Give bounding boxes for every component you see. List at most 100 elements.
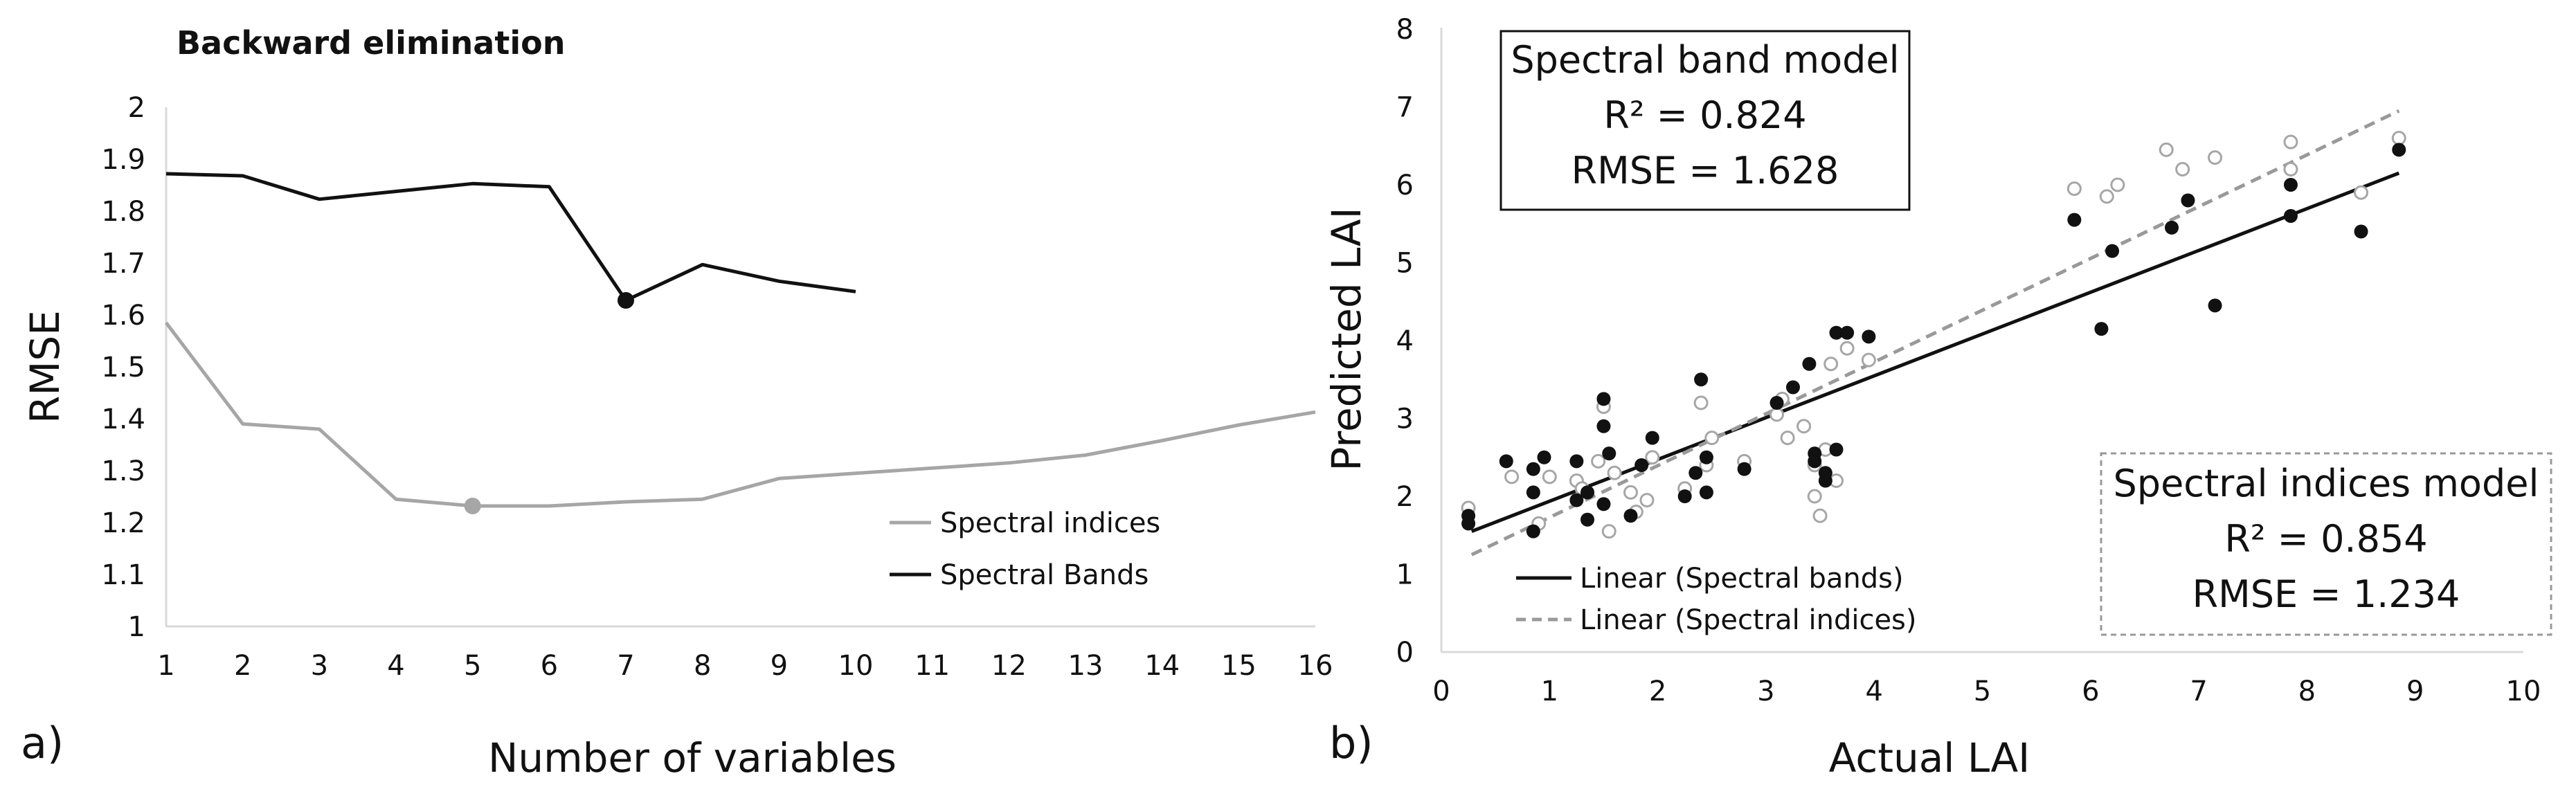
point-spectral-indices xyxy=(2099,189,2114,204)
point-spectral-bands xyxy=(1580,512,1595,527)
legend-label-linear-indices: Linear (Spectral indices) xyxy=(1580,604,1917,636)
panel-b-points xyxy=(1461,131,2406,539)
point-spectral-indices xyxy=(1812,508,1828,523)
legend-label-spectral-bands: Spectral Bands xyxy=(940,559,1149,591)
panel-a-y-tick-label: 1.8 xyxy=(101,196,145,228)
panel-b-y-ticks: 0 1 2 3 4 5 6 7 8 xyxy=(1396,14,1414,669)
panel-b-label: b) xyxy=(1329,718,1373,768)
panel-a-x-tick-label: 5 xyxy=(464,650,481,682)
point-spectral-bands xyxy=(1862,329,1876,344)
fit-line-spectral-indices xyxy=(1470,109,2400,557)
point-spectral-bands xyxy=(1537,450,1551,464)
point-spectral-bands xyxy=(1829,442,1844,457)
band-model-box-border xyxy=(1499,30,1911,211)
series-line-spectral-indices xyxy=(165,321,1316,508)
panel-b-y-tick-label: 3 xyxy=(1396,404,1414,435)
point-spectral-indices xyxy=(1823,356,1839,372)
panel-b-x-tick-label: 4 xyxy=(1865,676,1882,707)
panel-b-x-tick-label: 8 xyxy=(2298,676,2316,707)
point-spectral-bands xyxy=(2181,193,2195,208)
point-spectral-bands xyxy=(1526,524,1540,539)
point-spectral-bands xyxy=(1677,489,1692,503)
panel-a-label: a) xyxy=(21,718,64,768)
panel-b-y-tick-label: 7 xyxy=(1396,92,1414,124)
point-spectral-bands xyxy=(1569,454,1584,469)
panel-a-x-tick-label: 12 xyxy=(991,650,1027,682)
panel-a-x-label: Number of variables xyxy=(488,734,897,781)
point-spectral-indices xyxy=(1601,524,1616,539)
point-spectral-indices xyxy=(2159,142,2174,157)
point-spectral-bands xyxy=(1596,392,1611,406)
panel-a-x-tick-label: 13 xyxy=(1068,650,1104,682)
point-spectral-indices xyxy=(1769,407,1785,422)
point-spectral-indices xyxy=(1807,489,1822,504)
point-spectral-bands xyxy=(2392,143,2406,157)
point-spectral-bands xyxy=(1602,446,1616,461)
point-spectral-bands xyxy=(1829,325,1844,340)
panel-a-y-tick-label: 1.4 xyxy=(101,404,145,435)
panel-b-x-tick-label: 5 xyxy=(1974,676,1991,707)
panel-b-x-ticks: 0 1 2 3 4 5 6 7 8 9 10 xyxy=(1432,676,2541,707)
point-spectral-bands xyxy=(1596,419,1611,433)
panel-a-x-tick-label: 10 xyxy=(838,650,874,682)
panel-a-x-tick-label: 7 xyxy=(617,650,634,682)
point-spectral-bands xyxy=(2067,212,2082,227)
point-spectral-indices xyxy=(1704,431,1720,446)
series-line-spectral-bands xyxy=(165,172,856,302)
point-spectral-bands xyxy=(2354,224,2368,239)
panel-b-x-tick-label: 7 xyxy=(2190,676,2207,707)
point-spectral-bands xyxy=(2165,220,2179,235)
band-model-rmse: RMSE = 1.628 xyxy=(1571,149,1839,192)
point-spectral-indices xyxy=(2208,150,2223,165)
panel-a-x-ticks: 1 2 3 4 5 6 7 8 9 10 11 12 13 14 15 16 xyxy=(157,650,1333,682)
legend-label-linear-bands: Linear (Spectral bands) xyxy=(1580,563,1904,595)
point-spectral-indices xyxy=(1780,431,1795,446)
panel-b-x-tick-label: 6 xyxy=(2082,676,2099,707)
panel-b-x-tick-label: 9 xyxy=(2406,676,2424,707)
point-spectral-indices xyxy=(1796,419,1812,434)
panel-a-x-tick-label: 16 xyxy=(1298,650,1333,682)
point-spectral-indices xyxy=(2283,162,2298,177)
panel-a-y-tick-label: 1.9 xyxy=(101,144,145,176)
point-spectral-bands xyxy=(1808,454,1822,469)
point-spectral-bands xyxy=(1623,509,1638,523)
point-spectral-bands xyxy=(2105,244,2120,258)
band-model-annotation-box: Spectral band model R² = 0.824 RMSE = 1.… xyxy=(1499,30,1911,211)
point-spectral-bands xyxy=(1840,325,1855,340)
point-spectral-bands xyxy=(1737,462,1751,476)
point-spectral-indices xyxy=(1645,450,1660,465)
point-spectral-bands xyxy=(1699,485,1713,500)
panel-a-x-tick-label: 8 xyxy=(694,650,711,682)
point-spectral-bands xyxy=(1526,485,1540,500)
point-spectral-bands xyxy=(1645,431,1659,445)
optimum-marker-spectral-bands xyxy=(618,292,634,309)
fit-line-spectral-bands xyxy=(1470,171,2400,533)
point-spectral-bands xyxy=(1526,462,1540,476)
panel-a-y-tick-label: 2 xyxy=(128,92,145,124)
panel-b-y-label: Predicted LAI xyxy=(1323,207,1370,471)
panel-b-scatter-chart: 0 1 2 3 4 5 6 7 8 0 1 2 3 4 5 6 7 8 9 10 Spectral band mod… xyxy=(1323,14,2552,781)
band-model-r2: R² = 0.824 xyxy=(1603,93,1806,137)
point-spectral-indices xyxy=(2175,162,2190,177)
panel-a-y-tick-label: 1.5 xyxy=(101,352,145,383)
legend-label-spectral-indices: Spectral indices xyxy=(940,507,1160,539)
point-spectral-indices xyxy=(1542,469,1557,485)
point-spectral-bands xyxy=(2208,298,2222,313)
panel-b-x-tick-label: 10 xyxy=(2506,676,2541,707)
point-spectral-bands xyxy=(1699,450,1713,464)
indices-model-annotation-box: Spectral indices model R² = 0.854 RMSE =… xyxy=(2100,452,2552,636)
indices-model-box-border xyxy=(2100,452,2552,636)
point-spectral-indices xyxy=(1839,341,1855,356)
panel-b-y-tick-label: 6 xyxy=(1396,170,1414,201)
panel-a-y-tick-label: 1.7 xyxy=(101,248,145,280)
point-spectral-bands xyxy=(1802,356,1817,371)
point-spectral-bands xyxy=(1634,458,1649,472)
panel-b-y-tick-label: 0 xyxy=(1396,637,1414,669)
point-spectral-indices xyxy=(1607,465,1622,480)
panel-a-x-tick-label: 15 xyxy=(1221,650,1257,682)
panel-a-line-chart: Backward elimination 1 1.1 1.2 1.3 1.4 1.5 1.6… xyxy=(21,24,1333,781)
panel-b-x-tick-label: 2 xyxy=(1649,676,1666,707)
panel-b-x-label: Actual LAI xyxy=(1829,734,2030,781)
point-spectral-indices xyxy=(2066,181,2082,197)
panel-b-x-tick-label: 1 xyxy=(1541,676,1558,707)
